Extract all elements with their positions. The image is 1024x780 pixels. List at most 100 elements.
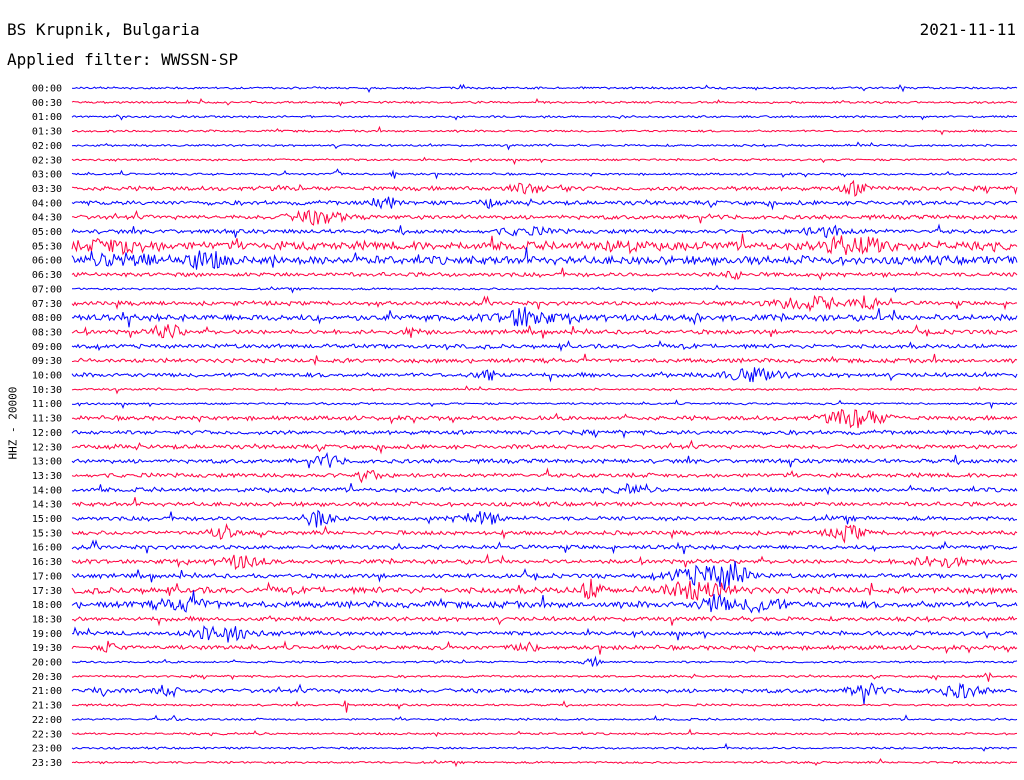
row-label-1900: 19:00 [32,629,62,640]
trace-0630 [71,267,1018,281]
trace-1730 [71,578,1018,601]
trace-1800 [71,590,1018,614]
trace-0400 [71,196,1018,211]
row-label-1130: 11:30 [32,414,62,425]
trace-0200 [71,141,1018,151]
trace-0900 [71,339,1018,353]
row-label-0330: 03:30 [32,184,62,195]
row-label-1800: 18:00 [32,600,62,611]
trace-1200 [71,429,1018,439]
row-label-1830: 18:30 [32,614,62,625]
trace-2130 [71,700,1018,713]
row-label-0430: 04:30 [32,213,62,224]
trace-0730 [71,294,1018,313]
trace-2300 [71,742,1018,752]
row-label-2200: 22:00 [32,715,62,726]
trace-0600 [71,247,1018,270]
row-label-0730: 07:30 [32,299,62,310]
trace-1830 [71,615,1018,627]
row-label-1000: 10:00 [32,371,62,382]
trace-2030 [71,671,1018,682]
row-label-1930: 19:30 [32,643,62,654]
trace-0130 [71,125,1017,136]
trace-0330 [71,179,1018,197]
trace-2100 [71,682,1018,705]
row-label-1600: 16:00 [32,543,62,554]
row-label-0130: 01:30 [32,127,62,138]
row-label-0200: 02:00 [32,141,62,152]
trace-1930 [71,640,1018,655]
row-label-1330: 13:30 [32,471,62,482]
trace-0430 [71,209,1018,226]
row-label-0600: 06:00 [32,256,62,267]
row-label-0400: 04:00 [32,198,62,209]
trace-1330 [71,467,1018,484]
trace-0530 [71,233,1018,256]
row-label-0030: 00:30 [32,98,62,109]
filter-label: Applied filter: WWSSN-SP [7,50,239,69]
trace-1230 [71,439,1018,455]
row-label-1700: 17:00 [32,571,62,582]
row-label-2330: 23:30 [32,758,62,769]
row-label-1100: 11:00 [32,399,62,410]
row-label-0100: 01:00 [32,112,62,123]
trace-0100 [71,114,1017,121]
row-label-0800: 08:00 [32,313,62,324]
trace-0930 [71,353,1018,367]
row-label-0230: 02:30 [32,155,62,166]
trace-1130 [71,408,1018,429]
trace-0700 [72,284,1018,294]
trace-0800 [71,306,1018,328]
trace-1630 [71,553,1018,571]
row-label-1630: 16:30 [32,557,62,568]
row-label-2230: 22:30 [32,729,62,740]
trace-1500 [71,509,1017,528]
trace-0300 [71,168,1018,180]
row-label-0930: 09:30 [32,356,62,367]
row-label-0830: 08:30 [32,327,62,338]
trace-2000 [71,655,1018,667]
trace-1900 [71,625,1018,643]
trace-1430 [71,497,1018,508]
row-label-0000: 00:00 [32,84,62,95]
row-label-2000: 20:00 [32,658,62,669]
row-label-0630: 06:30 [32,270,62,281]
row-label-1530: 15:30 [32,528,62,539]
trace-2200 [71,714,1018,722]
row-label-1500: 15:00 [32,514,62,525]
row-label-2130: 21:30 [32,701,62,712]
row-label-1030: 10:30 [32,385,62,396]
trace-1700 [71,560,1018,591]
date-label: 2021-11-11 [919,20,1016,39]
trace-1030 [71,385,1018,395]
row-label-0530: 05:30 [32,241,62,252]
trace-1000 [71,367,1018,383]
row-label-0300: 03:00 [32,170,62,181]
row-label-1230: 12:30 [32,442,62,453]
trace-0030 [71,97,1018,107]
row-label-1300: 13:00 [32,457,62,468]
trace-0500 [71,223,1018,239]
trace-2230 [71,728,1018,738]
trace-2330 [71,758,1018,768]
trace-0230 [71,156,1017,166]
trace-1300 [71,451,1018,469]
row-label-2100: 21:00 [32,686,62,697]
row-label-0700: 07:00 [32,284,62,295]
row-label-1400: 14:00 [32,485,62,496]
row-label-2300: 23:00 [32,744,62,755]
station-title: BS Krupnik, Bulgaria [7,20,200,39]
row-label-2030: 20:30 [32,672,62,683]
row-label-0900: 09:00 [32,342,62,353]
trace-0830 [71,323,1018,339]
row-label-0500: 05:00 [32,227,62,238]
trace-1530 [71,522,1018,544]
trace-1400 [71,482,1018,496]
trace-0000 [71,83,1018,93]
trace-1600 [71,539,1018,555]
trace-1100 [71,399,1018,410]
row-label-1200: 12:00 [32,428,62,439]
row-label-1430: 14:30 [32,500,62,511]
row-label-1730: 17:30 [32,586,62,597]
